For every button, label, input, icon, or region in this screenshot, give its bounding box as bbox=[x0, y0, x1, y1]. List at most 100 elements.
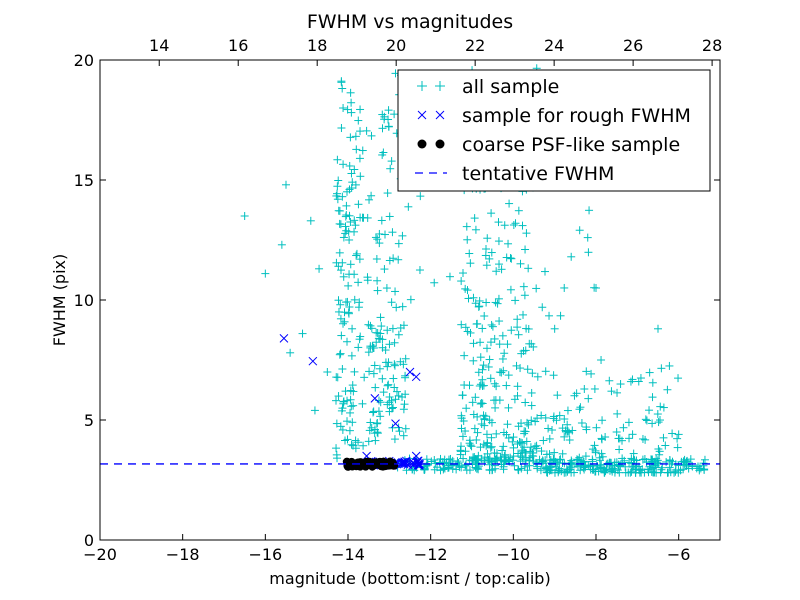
all-sample-point bbox=[458, 269, 467, 278]
y-tick-label: 20 bbox=[74, 51, 94, 70]
all-sample-point bbox=[388, 228, 397, 237]
all-sample-point bbox=[358, 146, 367, 155]
all-sample-point bbox=[399, 431, 408, 440]
all-sample-point bbox=[523, 365, 532, 374]
all-sample-point bbox=[350, 295, 359, 304]
all-sample-point bbox=[636, 374, 645, 383]
all-sample-point bbox=[457, 463, 466, 472]
all-sample-point bbox=[277, 240, 286, 249]
all-sample-point bbox=[486, 338, 495, 347]
all-sample-point bbox=[572, 389, 581, 398]
all-sample-point bbox=[510, 461, 519, 470]
all-sample-point bbox=[506, 254, 515, 263]
all-sample-point bbox=[367, 131, 376, 140]
all-sample-point bbox=[435, 458, 444, 467]
all-sample-point bbox=[350, 216, 359, 225]
all-sample-point bbox=[549, 371, 558, 380]
all-sample-point bbox=[519, 282, 528, 291]
all-sample-point bbox=[565, 436, 574, 445]
all-sample-point bbox=[339, 319, 348, 328]
all-sample-point bbox=[624, 468, 633, 477]
all-sample-point bbox=[458, 432, 467, 441]
all-sample-point bbox=[499, 442, 508, 451]
all-sample-point bbox=[598, 416, 607, 425]
all-sample-point bbox=[386, 164, 395, 173]
all-sample-point bbox=[488, 322, 497, 331]
all-sample-point bbox=[461, 427, 470, 436]
all-sample-point bbox=[482, 261, 491, 270]
all-sample-point bbox=[581, 452, 590, 461]
all-sample-point bbox=[492, 429, 501, 438]
all-sample-point bbox=[375, 364, 384, 373]
all-sample-point bbox=[491, 298, 500, 307]
tick-layer: −20 −18 −16 −14 −12 −10 −8 −6 0 5 10 15 20 14 16 18 20 22… bbox=[74, 36, 723, 564]
all-sample-point bbox=[369, 369, 378, 378]
all-sample-point bbox=[473, 456, 482, 465]
all-sample-point bbox=[390, 110, 399, 119]
all-sample-point bbox=[461, 284, 470, 293]
all-sample-point bbox=[513, 391, 522, 400]
all-sample-point bbox=[457, 320, 466, 329]
all-sample-point bbox=[497, 265, 506, 274]
all-sample-point bbox=[346, 133, 355, 142]
all-sample-point bbox=[492, 449, 501, 458]
all-sample-point bbox=[511, 219, 520, 228]
all-sample-point bbox=[552, 416, 561, 425]
all-sample-point bbox=[648, 419, 657, 428]
all-sample-point bbox=[343, 337, 352, 346]
all-sample-point bbox=[478, 324, 487, 333]
all-sample-point bbox=[338, 364, 347, 373]
all-sample-point bbox=[500, 349, 509, 358]
all-sample-point bbox=[592, 423, 601, 432]
all-sample-point bbox=[337, 331, 346, 340]
all-sample-point bbox=[440, 459, 449, 468]
all-sample-point bbox=[700, 455, 709, 464]
all-sample-point bbox=[472, 464, 481, 473]
all-sample-point bbox=[521, 245, 530, 254]
all-sample-point bbox=[384, 380, 393, 389]
all-sample-point bbox=[558, 449, 567, 458]
all-sample-point bbox=[561, 427, 570, 436]
top-tick-label: 24 bbox=[544, 36, 564, 55]
all-sample-point bbox=[346, 260, 355, 269]
top-tick-label: 14 bbox=[149, 36, 169, 55]
all-sample-point bbox=[358, 399, 367, 408]
all-sample-point bbox=[370, 429, 379, 438]
all-sample-point bbox=[494, 294, 503, 303]
all-sample-point bbox=[338, 258, 347, 267]
all-sample-point bbox=[376, 313, 385, 322]
all-sample-point bbox=[401, 371, 410, 380]
all-sample-point bbox=[473, 412, 482, 421]
all-sample-point bbox=[452, 465, 461, 474]
all-sample-point bbox=[599, 464, 608, 473]
all-sample-point bbox=[541, 413, 550, 422]
legend-box bbox=[397, 69, 711, 192]
x-tick-label: −20 bbox=[83, 545, 117, 564]
all-sample-point bbox=[541, 367, 550, 376]
all-sample-point bbox=[554, 468, 563, 477]
all-sample-point bbox=[387, 298, 396, 307]
all-sample-point bbox=[372, 419, 381, 428]
all-sample-point bbox=[383, 189, 392, 198]
top-tick-label: 28 bbox=[702, 36, 722, 55]
all-sample-point bbox=[335, 248, 344, 257]
all-sample-point bbox=[354, 303, 363, 312]
all-sample-point bbox=[394, 423, 403, 432]
all-sample-point bbox=[487, 433, 496, 442]
all-sample-point bbox=[485, 460, 494, 469]
all-sample-point bbox=[626, 377, 635, 386]
all-sample-point bbox=[498, 331, 507, 340]
all-sample-point bbox=[373, 286, 382, 295]
all-sample-point bbox=[524, 420, 533, 429]
all-sample-point bbox=[384, 122, 393, 131]
all-sample-point bbox=[466, 259, 475, 268]
all-sample-point bbox=[459, 454, 468, 463]
all-sample-point bbox=[518, 439, 527, 448]
all-sample-point bbox=[582, 367, 591, 376]
all-sample-point bbox=[483, 439, 492, 448]
all-sample-point bbox=[339, 104, 348, 113]
all-sample-point bbox=[539, 436, 548, 445]
all-sample-point bbox=[376, 412, 385, 421]
all-sample-point bbox=[659, 403, 668, 412]
all-sample-point bbox=[378, 343, 387, 352]
